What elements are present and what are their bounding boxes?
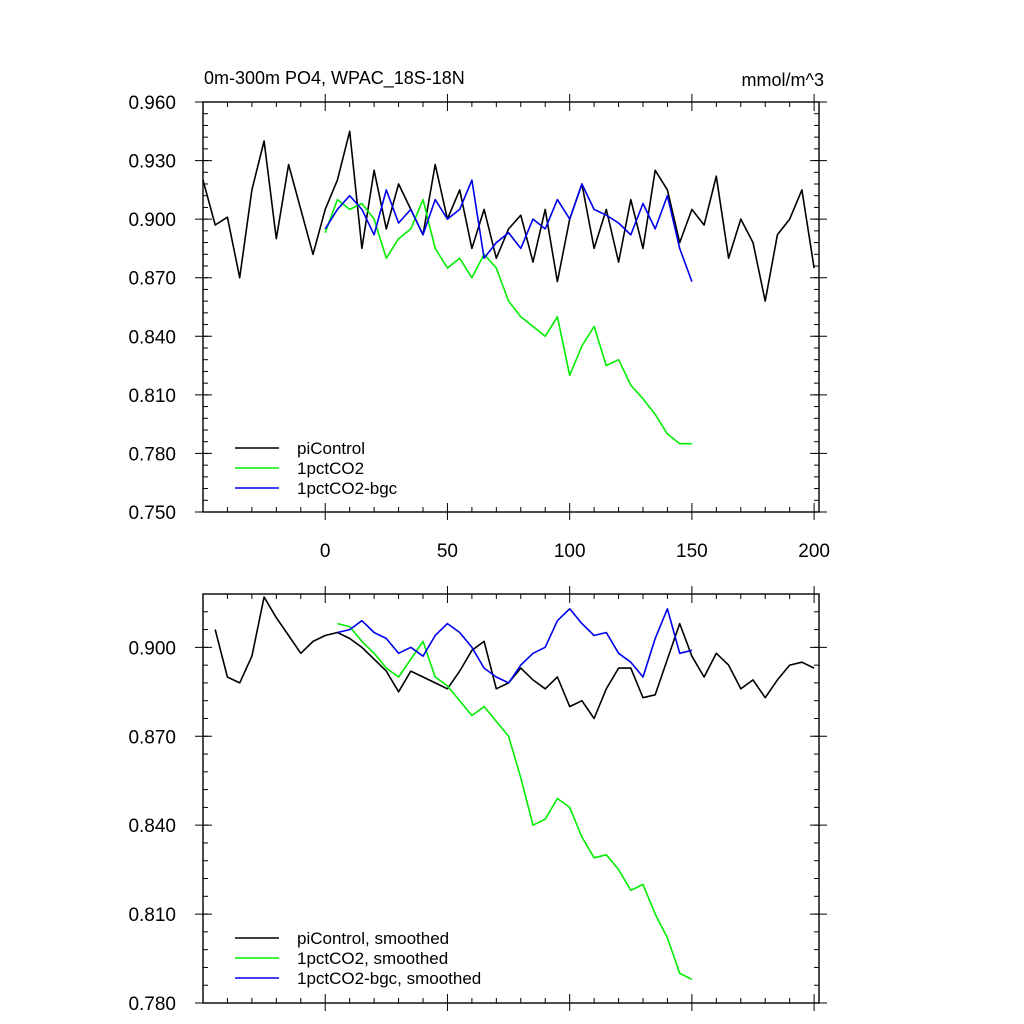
y-tick-label: 0.840 [128, 816, 176, 837]
top-series-line-3 [324, 179, 693, 282]
x-tick-label: 50 [437, 541, 458, 562]
y-tick-label: 0.900 [128, 638, 176, 659]
y-tick-label: 0.810 [128, 386, 176, 407]
bottom-series-line-1 [214, 596, 815, 720]
bottom-series-line-2 [337, 622, 693, 981]
top-series [202, 130, 815, 445]
legend-label: 1pctCO2-bgc, smoothed [297, 969, 481, 988]
legend-label: 1pctCO2-bgc [297, 479, 398, 498]
y-tick-label: 0.840 [128, 327, 176, 348]
top-units: mmol/m^3 [742, 70, 824, 90]
y-tick-label: 0.930 [128, 152, 176, 173]
y-tick-label: 0.870 [128, 269, 176, 290]
bottom-series [214, 596, 815, 981]
legend-label: 1pctCO2, smoothed [297, 949, 448, 968]
y-tick-label: 0.960 [128, 93, 176, 114]
x-tick-label: 0 [320, 541, 331, 562]
y-tick-label: 0.750 [128, 503, 176, 524]
top-series-line-2 [324, 198, 692, 445]
legend-label: piControl, smoothed [297, 929, 449, 948]
y-tick-label: 0.780 [128, 444, 176, 465]
y-tick-label: 0.870 [128, 727, 176, 748]
legend-label: 1pctCO2 [297, 459, 364, 478]
bottom-panel: 0.780 0.810 0.840 0.870 0.900 piControl, smo… [128, 586, 827, 1015]
top-series-line-1 [202, 130, 815, 302]
top-ticks: 0 50 100 150 200 0.750 0.780 0.810 0.840 0.870 0.9… [128, 93, 830, 562]
x-tick-label: 150 [676, 541, 708, 562]
top-title: 0m-300m PO4, WPAC_18S-18N [204, 68, 465, 89]
bottom-series-line-3 [337, 607, 693, 684]
y-tick-label: 0.900 [128, 210, 176, 231]
top-plot-frame [202, 101, 820, 513]
bottom-ticks: 0.780 0.810 0.840 0.870 0.900 [128, 586, 827, 1015]
y-tick-label: 0.780 [128, 994, 176, 1015]
y-tick-label: 0.810 [128, 905, 176, 926]
legend-label: piControl [297, 439, 365, 458]
top-panel: 0 50 100 150 200 0.750 0.780 0.810 0.840 0.870 0.9… [128, 68, 830, 562]
x-tick-label: 100 [554, 541, 586, 562]
x-tick-label: 200 [798, 541, 830, 562]
bottom-plot-frame [202, 593, 820, 1004]
